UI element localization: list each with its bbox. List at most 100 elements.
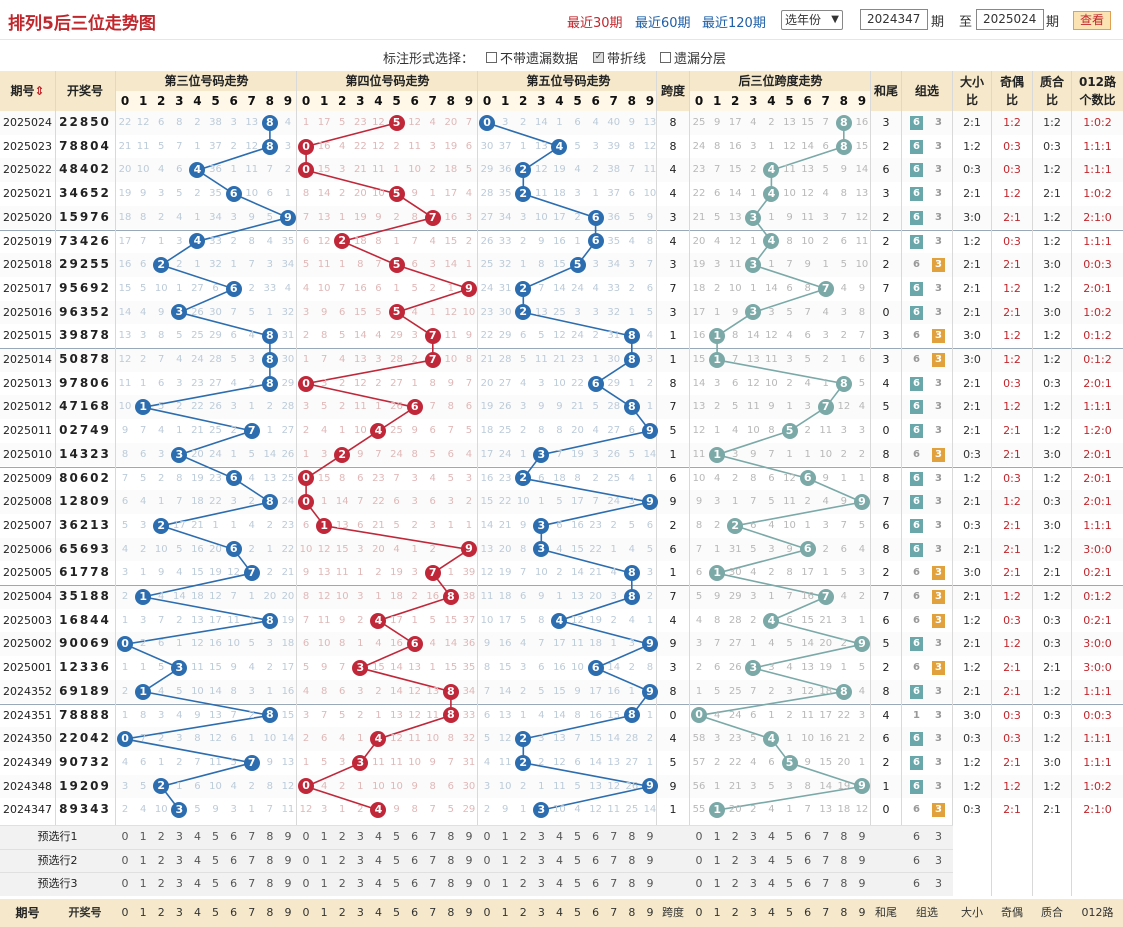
view-button[interactable]: 查看 [1073,11,1111,30]
preselect-digit[interactable]: 3 [537,877,545,890]
preselect-digit[interactable]: 8 [628,877,636,890]
preselect-digit[interactable]: 1 [713,877,721,890]
checkbox-no-missing[interactable] [486,52,497,63]
preselect-digit[interactable]: 8 [840,877,848,890]
preselect-digit[interactable]: 2 [338,853,346,867]
from-issue-input[interactable]: 2024347 [860,9,928,30]
preselect-digit[interactable]: 1 [320,877,328,890]
preselect-digit[interactable]: 9 [646,830,654,843]
preselect-digit[interactable]: 6 [411,830,419,843]
preselect-digit[interactable]: 5 [574,853,582,867]
preselect-digit[interactable]: 8 [628,853,636,867]
preselect-digit[interactable]: 5 [786,853,794,867]
preselect-digit[interactable]: 0 [121,853,129,867]
preselect-digit[interactable]: 8 [628,830,636,843]
preselect-digit[interactable]: 7 [429,877,437,890]
preselect-digit[interactable]: 5 [393,877,401,890]
preselect-digit[interactable]: 8 [840,853,848,867]
preselect-digit[interactable]: 2 [731,877,739,890]
preselect-digit[interactable]: 5 [574,877,582,890]
preselect-digit[interactable]: 9 [858,853,866,867]
preselect-digit[interactable]: 9 [465,853,473,867]
preselect-digit[interactable]: 5 [212,877,220,890]
preselect-digit[interactable]: 4 [193,853,201,867]
preselect-digit[interactable]: 4 [374,877,382,890]
preselect-digit[interactable]: 9 [646,877,654,890]
preselect-digit[interactable]: 6 [230,830,238,843]
preselect-digit[interactable]: 7 [822,853,830,867]
preselect-digit[interactable]: 8 [266,877,274,890]
checkbox-layered[interactable] [660,52,671,63]
preselect-digit[interactable]: 1 [139,877,147,890]
preselect-group3[interactable]: 3 [935,877,942,890]
preselect-digit[interactable]: 1 [713,830,721,843]
preselect-digit[interactable]: 1 [320,853,328,867]
preselect-digit[interactable]: 6 [804,830,812,843]
preselect-digit[interactable]: 8 [447,877,455,890]
preselect-digit[interactable]: 6 [592,853,600,867]
preselect-digit[interactable]: 0 [483,830,491,843]
preselect-digit[interactable]: 5 [212,853,220,867]
preselect-digit[interactable]: 1 [501,830,509,843]
preselect-digit[interactable]: 1 [501,853,509,867]
preselect-digit[interactable]: 3 [356,830,364,843]
preselect-digit[interactable]: 1 [713,853,721,867]
preselect-digit[interactable]: 2 [519,830,527,843]
preselect-digit[interactable]: 7 [429,830,437,843]
period-30-link[interactable]: 最近30期 [567,16,623,31]
preselect-digit[interactable]: 2 [157,877,165,890]
period-60-link[interactable]: 最近60期 [635,16,691,31]
preselect-digit[interactable]: 0 [302,853,310,867]
to-issue-input[interactable]: 2025024 [976,9,1044,30]
preselect-digit[interactable]: 4 [555,853,563,867]
preselect-digit[interactable]: 0 [695,877,703,890]
preselect-digit[interactable]: 1 [320,830,328,843]
preselect-digit[interactable]: 3 [749,853,757,867]
preselect-digit[interactable]: 7 [429,853,437,867]
preselect-digit[interactable]: 6 [804,853,812,867]
preselect-digit[interactable]: 0 [121,830,129,843]
preselect-digit[interactable]: 1 [139,830,147,843]
preselect-digit[interactable]: 4 [555,877,563,890]
preselect-digit[interactable]: 1 [139,853,147,867]
preselect-digit[interactable]: 7 [248,853,256,867]
issue-header[interactable]: 期号⇕ [0,71,55,111]
preselect-digit[interactable]: 3 [749,877,757,890]
year-select[interactable]: 选年份 ▼ [781,10,843,30]
preselect-digit[interactable]: 3 [537,830,545,843]
preselect-digit[interactable]: 9 [465,830,473,843]
preselect-digit[interactable]: 6 [411,853,419,867]
preselect-digit[interactable]: 0 [302,830,310,843]
preselect-digit[interactable]: 6 [411,877,419,890]
preselect-digit[interactable]: 2 [731,853,739,867]
preselect-digit[interactable]: 5 [393,853,401,867]
preselect-digit[interactable]: 2 [157,830,165,843]
preselect-digit[interactable]: 5 [786,877,794,890]
preselect-digit[interactable]: 3 [356,853,364,867]
preselect-digit[interactable]: 3 [749,830,757,843]
preselect-digit[interactable]: 9 [465,877,473,890]
preselect-digit[interactable]: 4 [193,877,201,890]
preselect-group6[interactable]: 6 [913,853,920,867]
preselect-digit[interactable]: 9 [284,853,292,867]
sort-icon[interactable]: ⇕ [34,84,45,98]
preselect-digit[interactable]: 2 [338,830,346,843]
preselect-digit[interactable]: 8 [447,830,455,843]
preselect-digit[interactable]: 4 [374,853,382,867]
preselect-digit[interactable]: 0 [483,877,491,890]
preselect-digit[interactable]: 2 [519,853,527,867]
preselect-digit[interactable]: 9 [858,830,866,843]
preselect-digit[interactable]: 1 [501,877,509,890]
preselect-digit[interactable]: 5 [574,830,582,843]
preselect-digit[interactable]: 4 [374,830,382,843]
preselect-digit[interactable]: 4 [555,830,563,843]
preselect-digit[interactable]: 0 [695,853,703,867]
preselect-digit[interactable]: 9 [858,877,866,890]
preselect-digit[interactable]: 9 [646,853,654,867]
preselect-digit[interactable]: 2 [519,877,527,890]
option-no-missing[interactable]: 不带遗漏数据 [486,48,578,67]
option-line[interactable]: ✓ 带折线 [593,48,646,67]
preselect-digit[interactable]: 9 [284,830,292,843]
preselect-digit[interactable]: 0 [121,877,129,890]
preselect-digit[interactable]: 3 [356,877,364,890]
